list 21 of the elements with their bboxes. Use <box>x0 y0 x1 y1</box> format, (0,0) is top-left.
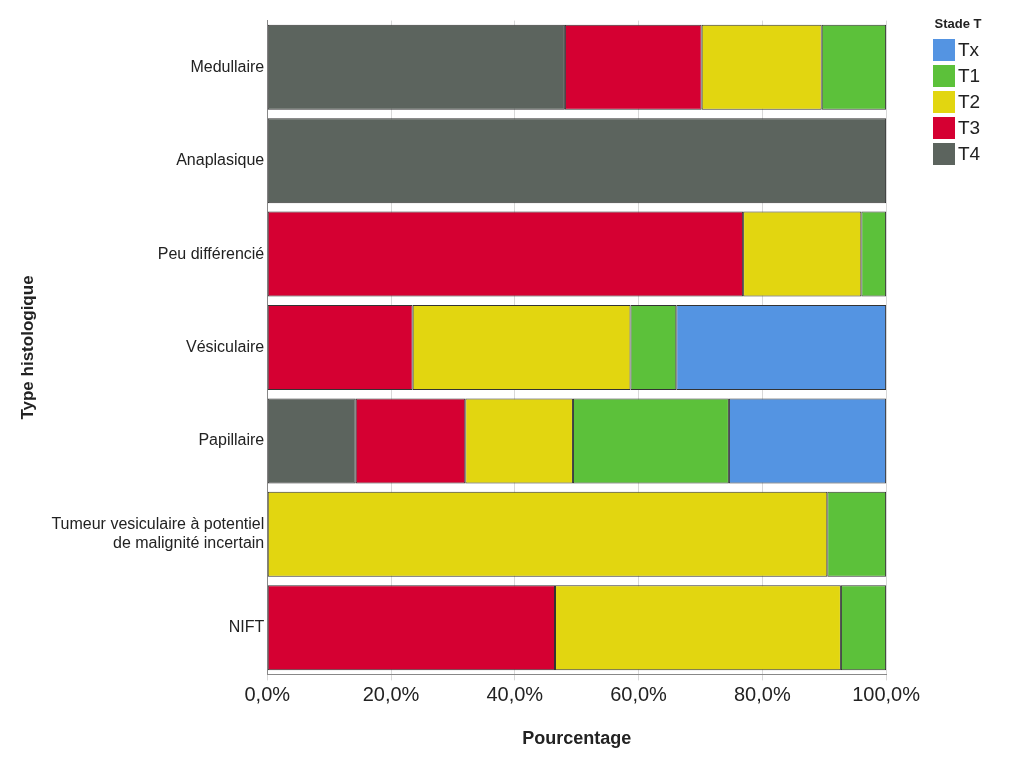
legend-label: T2 <box>958 91 981 113</box>
legend-label: Tx <box>958 39 980 61</box>
y-tick-label: Vésiculaire <box>185 337 265 355</box>
x-tick-label: 40,0% <box>486 682 544 705</box>
y-tick-label: Anaplasique <box>176 151 265 169</box>
x-tick-label: 60,0% <box>610 682 668 705</box>
legend-title: Stade T <box>933 16 983 31</box>
legend-label: T4 <box>958 143 981 165</box>
y-tick-label: Papillaire <box>198 431 265 449</box>
x-axis-title: Pourcentage <box>522 728 632 749</box>
legend-label: T1 <box>958 65 981 87</box>
x-tick-label: 0,0% <box>244 682 291 705</box>
y-tick-label: Peu différencié <box>157 244 265 262</box>
x-tick-label: 20,0% <box>362 682 420 705</box>
y-tick-label: Medullaire <box>190 57 265 75</box>
x-tick-label: 100,0% <box>852 682 921 705</box>
y-tick-label: Tumeur vesiculaire à potentiel de malignité incertain <box>51 515 265 552</box>
y-axis-title: Type histologique <box>17 275 37 420</box>
y-tick-label: NIFT <box>228 618 265 636</box>
x-tick-label: 80,0% <box>733 682 791 705</box>
legend-label: T3 <box>958 117 981 139</box>
